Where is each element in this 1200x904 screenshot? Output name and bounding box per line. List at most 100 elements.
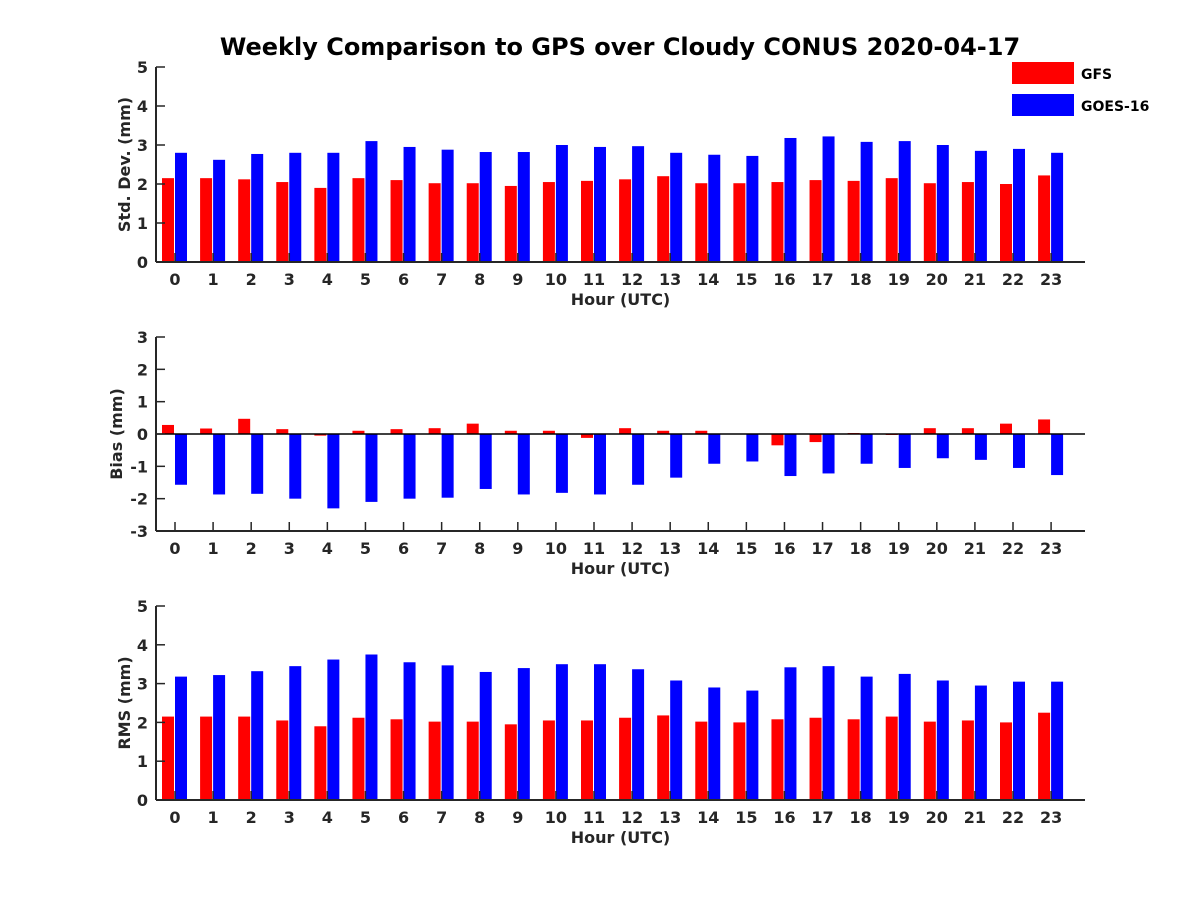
bar-gfs-20 [923,428,936,434]
x-axis-label: Hour (UTC) [571,290,671,309]
bar-gfs-8 [466,721,479,800]
x-tick-label: 21 [964,270,986,289]
bar-goes-16-18 [860,141,873,262]
bar-goes-16-20 [936,434,949,459]
x-tick-label: 17 [811,808,833,827]
bar-goes-16-0 [175,676,187,800]
bar-gfs-23 [1038,419,1051,434]
bar-goes-16-11 [594,664,606,800]
bar-gfs-5 [352,430,365,434]
x-tick-label: 7 [436,539,447,558]
bar-goes-16-4 [327,152,340,262]
bar-goes-16-6 [403,434,416,499]
y-tick-label: 3 [137,328,148,347]
x-tick-label: 2 [246,808,257,827]
bar-gfs-22 [1000,423,1012,434]
x-tick-label: 14 [697,539,719,558]
bar-goes-16-11 [594,146,606,262]
bar-goes-16-1 [213,675,226,800]
bar-gfs-10 [542,430,555,434]
x-tick-label: 13 [659,808,681,827]
bar-goes-16-10 [555,145,568,262]
y-tick-label: 0 [137,791,148,810]
x-tick-label: 13 [659,270,681,289]
bar-gfs-13 [657,715,670,800]
bar-goes-16-3 [289,434,302,499]
x-tick-label: 4 [322,539,333,558]
x-tick-label: 2 [246,270,257,289]
bar-goes-16-21 [974,434,987,460]
x-tick-label: 12 [621,539,643,558]
x-tick-label: 10 [545,270,567,289]
bar-goes-16-22 [1013,434,1025,468]
x-tick-label: 14 [697,808,719,827]
y-tick-label: -3 [130,522,148,541]
bar-goes-16-1 [213,434,226,495]
y-tick-label: 0 [137,425,148,444]
bar-gfs-7 [428,721,441,800]
x-tick-label: 0 [169,539,180,558]
y-tick-label: -2 [130,490,148,509]
bar-gfs-5 [352,717,365,800]
bar-goes-16-19 [898,141,911,262]
y-tick-label: 4 [137,636,148,655]
bar-goes-16-2 [251,434,264,494]
bar-gfs-12 [619,717,632,800]
bar-gfs-14 [695,721,708,800]
x-tick-label: 8 [474,808,485,827]
x-tick-label: 10 [545,808,567,827]
bar-goes-16-3 [289,152,302,262]
y-tick-label: 3 [137,136,148,155]
bar-goes-16-7 [441,665,454,800]
x-tick-label: 7 [436,808,447,827]
bar-goes-16-17 [822,136,835,262]
bar-goes-16-17 [822,434,835,474]
x-tick-label: 15 [735,539,757,558]
x-tick-label: 16 [773,270,795,289]
bar-gfs-10 [542,720,555,800]
bar-gfs-17 [809,180,822,262]
bar-goes-16-20 [936,145,949,262]
bar-goes-16-9 [517,668,530,800]
bar-gfs-15 [733,183,746,262]
x-tick-label: 9 [512,539,523,558]
bar-goes-16-12 [632,434,645,485]
bar-gfs-3 [276,429,289,434]
x-tick-label: 4 [322,808,333,827]
x-tick-label: 15 [735,808,757,827]
x-tick-label: 3 [284,808,295,827]
x-tick-label: 14 [697,270,719,289]
bar-gfs-23 [1038,175,1051,262]
x-tick-label: 8 [474,270,485,289]
bar-gfs-5 [352,178,365,262]
bar-goes-16-13 [670,152,683,262]
x-axis-label: Hour (UTC) [571,828,671,847]
x-tick-label: 12 [621,270,643,289]
bar-gfs-9 [504,724,517,800]
bar-goes-16-7 [441,434,454,498]
bar-gfs-23 [1038,712,1051,800]
x-tick-label: 1 [208,808,219,827]
bar-goes-16-8 [479,152,492,262]
bar-gfs-16 [771,182,784,262]
bar-gfs-17 [809,434,822,443]
bar-gfs-15 [733,722,746,800]
legend-swatch-gfs [1012,62,1074,84]
bar-gfs-6 [390,719,403,800]
x-tick-label: 5 [360,539,371,558]
bar-goes-16-19 [898,673,911,800]
bar-goes-16-21 [974,685,987,800]
bar-goes-16-10 [555,434,568,493]
bar-gfs-22 [1000,722,1012,800]
bar-goes-16-18 [860,434,873,464]
x-tick-label: 9 [512,270,523,289]
bar-goes-16-15 [746,434,759,462]
x-tick-label: 20 [926,808,948,827]
bar-gfs-14 [695,183,708,262]
x-tick-label: 17 [811,270,833,289]
x-tick-label: 1 [208,539,219,558]
bar-goes-16-22 [1013,148,1025,262]
x-tick-label: 11 [583,539,605,558]
